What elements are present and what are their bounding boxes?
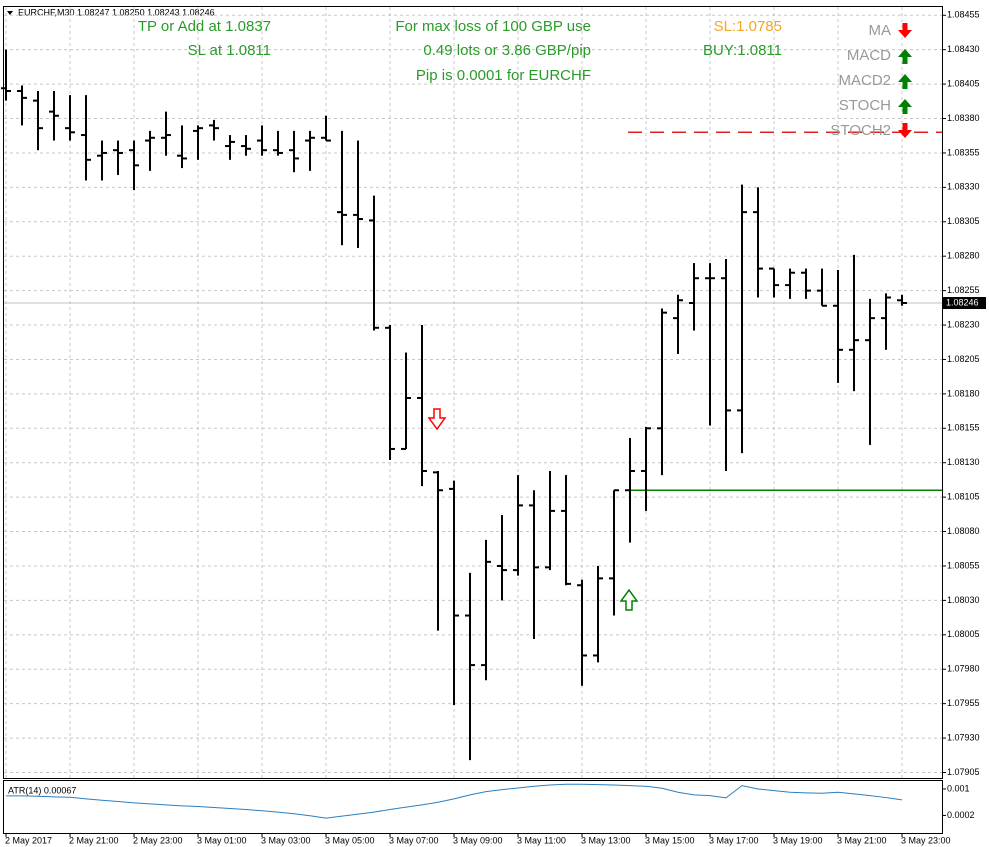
y-tick-label: 1.08180 <box>947 388 980 398</box>
y-tick-label: 1.08455 <box>947 10 980 20</box>
y-tick-label: 1.08055 <box>947 560 980 570</box>
y-tick-label: 1.07930 <box>947 732 980 742</box>
indicator-arrow <box>898 23 912 38</box>
y-tick-label: 0.001 <box>947 783 970 793</box>
annotation: SL:1.0785 <box>714 18 782 35</box>
x-tick-label: 2 May 21:00 <box>69 835 119 845</box>
indicator-label: MA <box>869 22 892 39</box>
y-tick-label: 1.08130 <box>947 457 980 467</box>
indicator-arrow <box>898 99 912 114</box>
indicator-arrow <box>898 123 912 138</box>
main-frame <box>3 6 943 779</box>
y-tick-label: 1.08330 <box>947 182 980 192</box>
y-tick-label: 1.08205 <box>947 354 980 364</box>
y-tick-label: 1.08430 <box>947 44 980 54</box>
x-tick-label: 2 May 2017 <box>5 835 52 845</box>
y-tick-label: 1.08280 <box>947 251 980 261</box>
x-tick-label: 3 May 11:00 <box>517 835 566 845</box>
x-tick-label: 3 May 09:00 <box>453 835 503 845</box>
indicator-label: MACD <box>847 47 891 64</box>
x-tick-label: 2 May 23:00 <box>133 835 183 845</box>
x-tick-label: 3 May 07:00 <box>389 835 439 845</box>
y-tick-label: 1.08355 <box>947 147 980 157</box>
annotation: 0.49 lots or 3.86 GBP/pip <box>423 42 591 59</box>
y-tick-label: 1.08255 <box>947 285 980 295</box>
y-tick-label: 1.08380 <box>947 113 980 123</box>
y-tick-label: 1.08305 <box>947 216 980 226</box>
chart-header: EURCHF,M30 1.08247 1.08250 1.08243 1.082… <box>18 7 215 17</box>
x-tick-label: 3 May 01:00 <box>197 835 247 845</box>
indicator-label: STOCH2 <box>830 122 891 139</box>
indicator-arrow <box>898 74 912 89</box>
y-tick-label: 1.08105 <box>947 492 980 502</box>
y-tick-label: 1.08155 <box>947 423 980 433</box>
annotation: TP or Add at 1.0837 <box>138 18 271 35</box>
y-tick-label: 1.07955 <box>947 698 980 708</box>
x-tick-label: 3 May 15:00 <box>645 835 695 845</box>
window-menu-icon <box>7 11 13 15</box>
y-tick-label: 0.0002 <box>947 810 975 820</box>
y-tick-label: 1.08230 <box>947 319 980 329</box>
x-tick-label: 3 May 13:00 <box>581 835 631 845</box>
annotation: BUY:1.0811 <box>703 42 782 59</box>
annotation: SL at 1.0811 <box>188 42 271 59</box>
price-box <box>943 297 986 310</box>
x-tick-label: 3 May 03:00 <box>261 835 311 845</box>
atr-line <box>6 783 903 819</box>
x-tick-label: 3 May 17:00 <box>709 835 759 845</box>
x-tick-label: 3 May 05:00 <box>325 835 375 845</box>
x-tick-label: 3 May 19:00 <box>773 835 823 845</box>
y-tick-label: 1.07905 <box>947 767 980 777</box>
y-tick-label: 1.08080 <box>947 526 980 536</box>
price-box-label: 1.08246 <box>946 297 979 307</box>
signal-arrow <box>427 408 447 431</box>
atr-title: ATR(14) 0.00067 <box>8 785 76 795</box>
x-tick-label: 3 May 23:00 <box>901 835 951 845</box>
annotation: Pip is 0.0001 for EURCHF <box>416 67 591 84</box>
y-tick-label: 1.07980 <box>947 664 980 674</box>
indicator-label: MACD2 <box>838 72 891 89</box>
signal-arrow <box>619 588 639 611</box>
y-tick-label: 1.08005 <box>947 629 980 639</box>
x-tick-label: 3 May 21:00 <box>837 835 887 845</box>
y-tick-label: 1.08405 <box>947 78 980 88</box>
y-tick-label: 1.08030 <box>947 595 980 605</box>
indicator-arrow <box>898 49 912 64</box>
indicator-label: STOCH <box>839 97 891 114</box>
atr-frame <box>3 780 943 834</box>
annotation: For max loss of 100 GBP use <box>395 18 591 35</box>
